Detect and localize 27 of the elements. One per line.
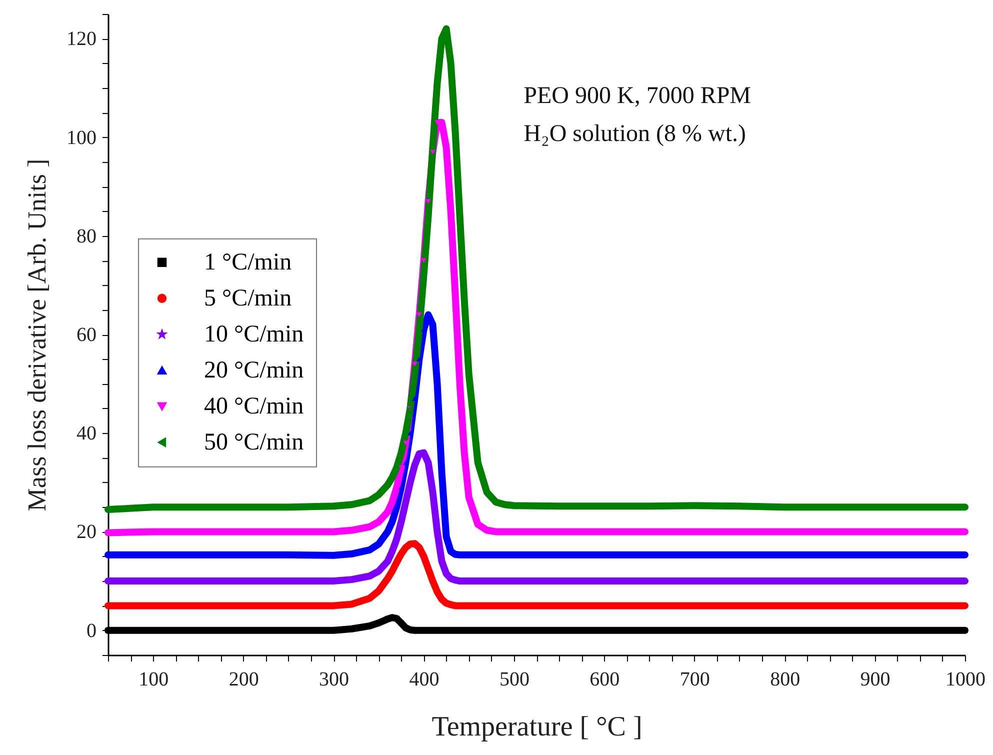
x-tick-label: 700 [680,668,710,690]
legend-label: 50 °C/min [204,429,304,456]
x-tick-label: 800 [770,668,800,690]
legend-label: 40 °C/min [204,393,304,420]
x-tick-label: 100 [138,668,169,690]
legend-label: 20 °C/min [204,357,304,384]
y-tick-label: 120 [66,28,96,50]
y-tick-label: 0 [86,620,96,642]
annotation: PEO 900 K, 7000 RPM [524,83,752,109]
legend-label: 5 °C/min [204,285,292,312]
x-tick-label: 900 [860,668,890,690]
x-tick-label: 300 [319,668,350,690]
x-tick-label: 200 [228,668,259,690]
x-tick-label: 500 [499,668,530,690]
x-tick-label: 600 [590,668,620,690]
x-axis-title: Temperature [ °C ] [432,712,642,742]
annotation: H₂O solution (8 % wt.) [524,121,746,147]
x-tick-label: 400 [409,668,440,690]
legend-label: 10 °C/min [204,321,304,348]
x-tick-label: 1000 [946,668,986,690]
y-tick-label: 100 [66,126,96,149]
y-axis-title: Mass loss derivative [Arb. Units ] [22,158,52,512]
legend-label: 1 °C/min [204,249,292,276]
y-tick-label: 60 [76,324,96,346]
y-tick-label: 80 [76,225,96,248]
y-tick-label: 40 [76,422,96,445]
y-tick-label: 20 [76,521,96,544]
